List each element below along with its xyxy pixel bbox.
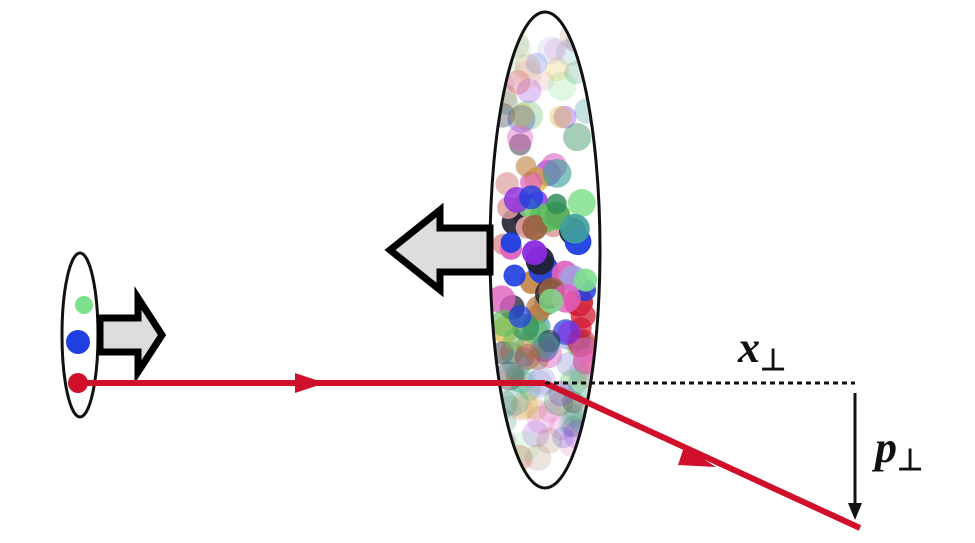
parton xyxy=(510,103,534,127)
parton xyxy=(66,330,90,354)
parton xyxy=(507,125,533,151)
parton xyxy=(519,185,543,209)
parton xyxy=(560,214,590,244)
parton xyxy=(515,344,541,370)
page: x⊥ p⊥ (() => { const data = JSON.parse(d… xyxy=(0,0,975,543)
parton xyxy=(563,123,591,151)
parton xyxy=(574,269,597,292)
parton xyxy=(75,296,93,314)
label-p-perp: p⊥ xyxy=(871,423,923,477)
label-symbol: x xyxy=(737,323,760,372)
motion-arrow-left xyxy=(390,210,490,290)
parton xyxy=(522,240,547,265)
parton xyxy=(514,54,540,80)
momentum-arrowhead xyxy=(848,503,862,520)
parton xyxy=(539,289,563,313)
parton xyxy=(568,189,596,217)
parton xyxy=(509,305,532,328)
parton xyxy=(550,106,572,128)
parton xyxy=(501,232,522,253)
parton xyxy=(571,19,594,42)
label-subscript: ⊥ xyxy=(760,344,786,377)
parton xyxy=(543,159,572,188)
parton xyxy=(516,156,537,177)
label-x-perp: x⊥ xyxy=(737,323,786,377)
label-subscript: ⊥ xyxy=(897,444,923,477)
trajectory-arrowhead xyxy=(295,373,325,393)
parton xyxy=(503,265,525,287)
label-symbol: p xyxy=(871,423,897,472)
motion-arrow-right xyxy=(100,298,162,372)
diagram: x⊥ p⊥ xyxy=(0,0,975,543)
parton xyxy=(546,194,567,215)
scattered-trajectory xyxy=(545,383,860,528)
